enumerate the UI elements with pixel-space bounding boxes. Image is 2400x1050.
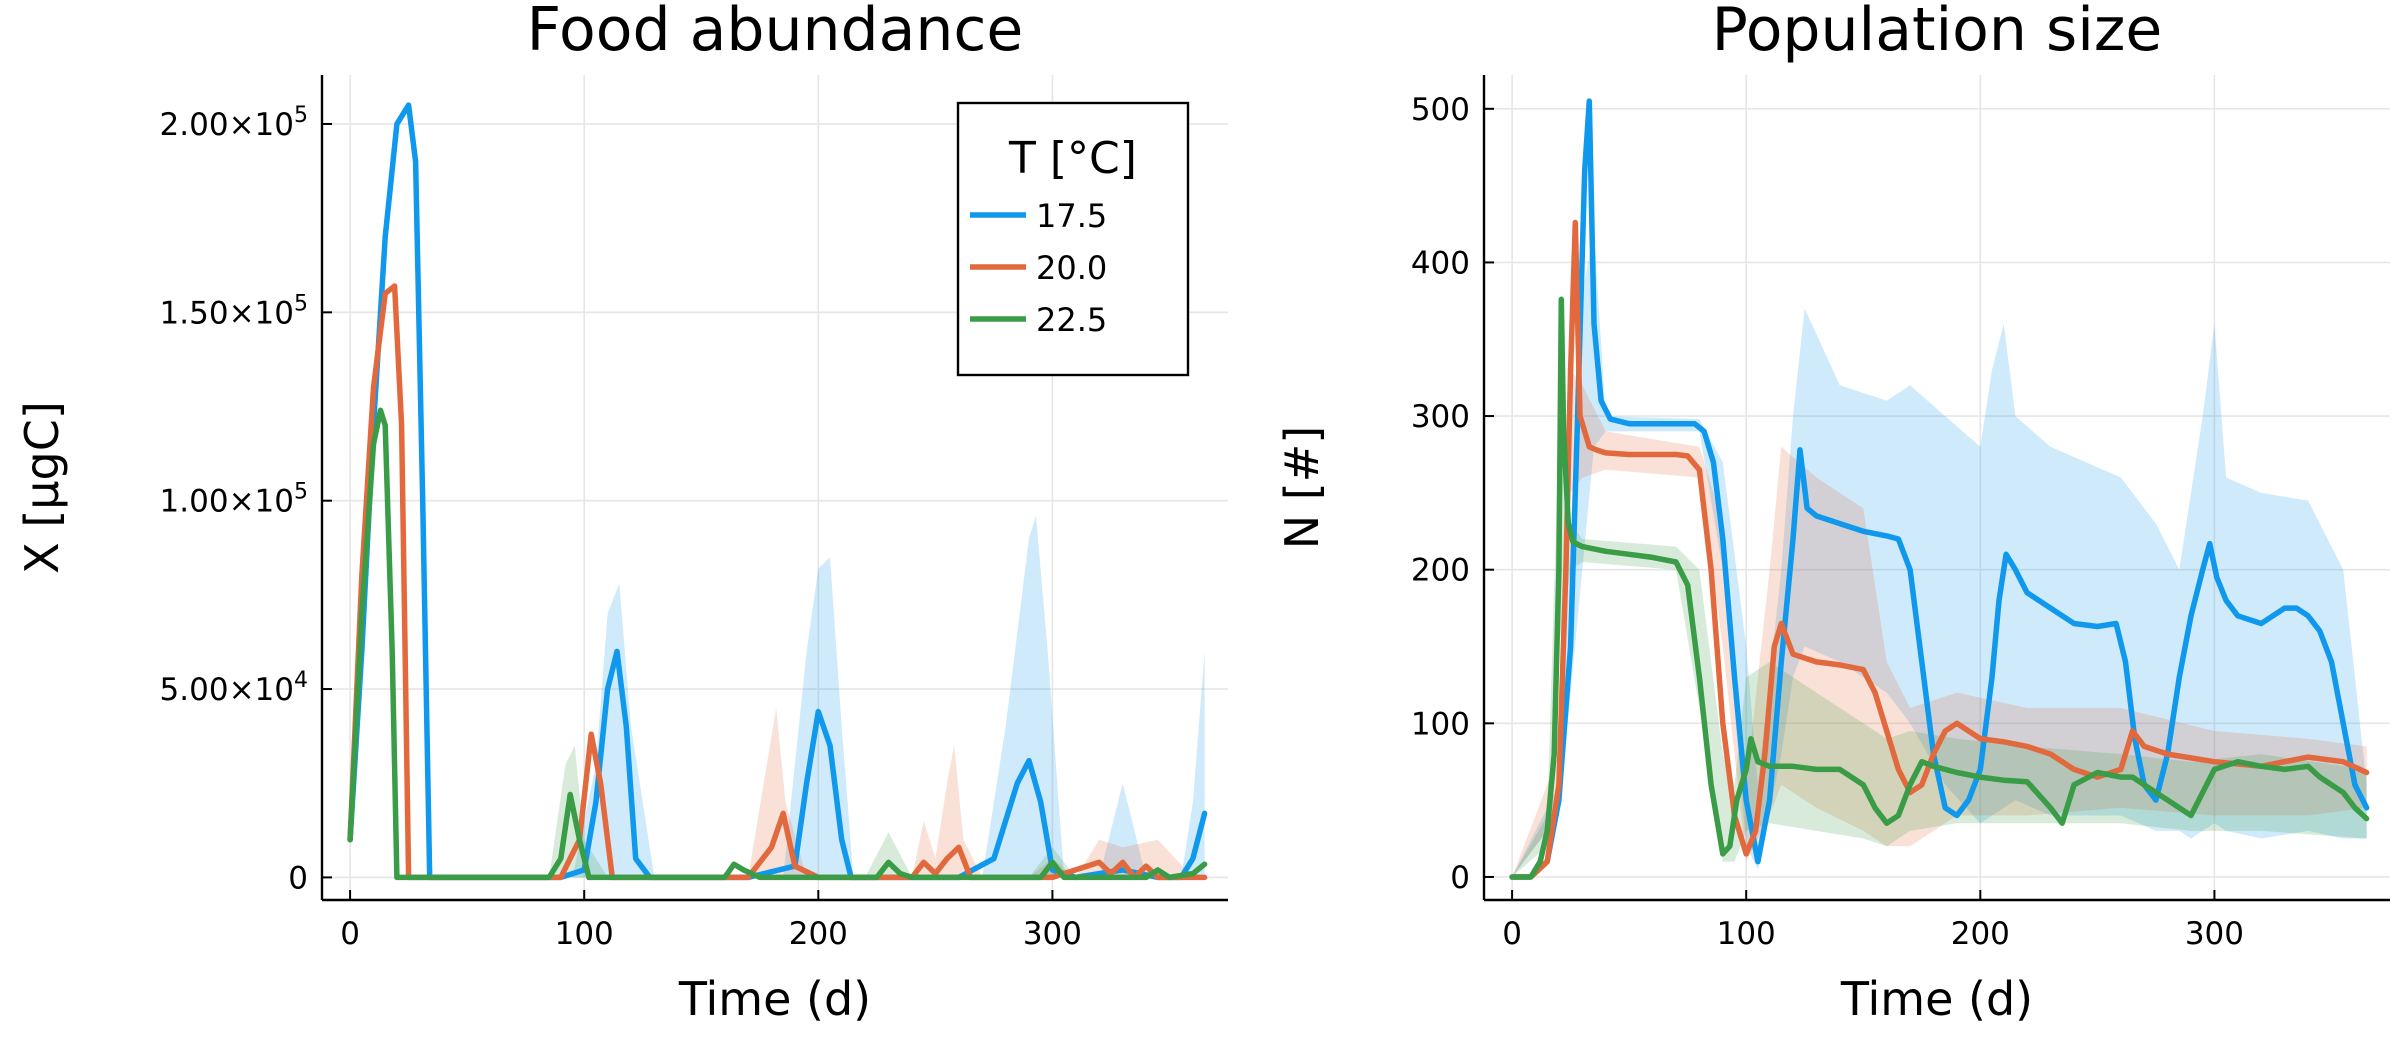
y-tick-label: 1.00×105 (160, 480, 308, 520)
legend-label-22-5: 22.5 (1036, 301, 1107, 339)
confidence-band-17-5 (1512, 231, 2367, 877)
x-tick-label: 200 (1951, 916, 2010, 952)
y-axis-title: N [#] (1275, 426, 1329, 549)
x-axis-title: Time (d) (1840, 972, 2033, 1026)
y-tick-label: 200 (1411, 553, 1470, 589)
series-line-17-5 (347, 102, 1208, 881)
legend-label-20-0: 20.0 (1036, 249, 1107, 287)
legend-box (956, 101, 1190, 377)
population-size-panel: 0 100 200 300 0 100 200 300 400 500 Population siz… (1275, 0, 2390, 1026)
y-tick-label: 100 (1411, 706, 1470, 742)
y-tick-label: 1.50×105 (160, 291, 308, 331)
series-line-20-0 (347, 283, 1208, 881)
series-line-22-5 (347, 407, 1208, 881)
food-abundance-panel: 0 100 200 300 0 5.00×104 1.00×105 1.50×105 2.00×… (15, 0, 1228, 1026)
y-tick-label: 0 (1450, 860, 1470, 896)
y-axis-title: X [µgC] (15, 401, 69, 574)
legend-title: T [°C] (1008, 133, 1137, 184)
x-tick-label: 0 (340, 916, 360, 952)
legend-label-17-5: 17.5 (1036, 197, 1107, 235)
x-tick-label: 100 (1717, 916, 1776, 952)
y-tick-label: 500 (1411, 92, 1470, 128)
x-tick-label: 0 (1502, 916, 1522, 952)
y-tick-label: 0 (288, 860, 308, 896)
legend: T [°C] 17.5 20.0 22.5 (956, 101, 1190, 377)
chart-title: Food abundance (527, 0, 1024, 65)
x-tick-label: 200 (789, 916, 848, 952)
x-tick-label: 100 (555, 916, 614, 952)
series-line-22-5 (1509, 296, 2370, 880)
x-tick-label: 300 (1023, 916, 1082, 952)
series-line-17-5 (1509, 98, 2370, 880)
x-tick-label: 300 (2185, 916, 2244, 952)
x-axis-title: Time (d) (678, 972, 871, 1026)
y-tick-label: 400 (1411, 245, 1470, 281)
y-tick-label: 5.00×104 (160, 668, 308, 708)
y-tick-label: 2.00×105 (160, 103, 308, 143)
y-tick-label: 300 (1411, 399, 1470, 435)
chart-title: Population size (1712, 0, 2163, 65)
confidence-band-17-5 (572, 515, 1205, 878)
